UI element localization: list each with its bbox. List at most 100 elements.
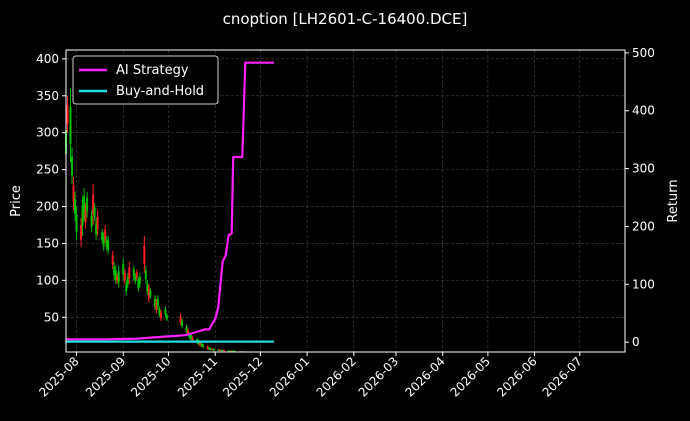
right-tick-label: 400	[632, 104, 655, 118]
left-tick-label: 50	[44, 310, 59, 324]
candle-body	[147, 288, 150, 298]
candle-body	[200, 343, 203, 346]
candle-body	[116, 275, 119, 282]
candle-body	[90, 215, 93, 227]
candle-body	[96, 216, 99, 230]
right-tick-label: 500	[632, 46, 655, 60]
right-tick-label: 100	[632, 277, 655, 291]
candle-body	[123, 272, 126, 281]
candle-body	[111, 255, 114, 265]
legend-label-buy-and-hold: Buy-and-Hold	[116, 84, 204, 99]
candle-body	[155, 302, 158, 310]
candle-body	[128, 267, 131, 279]
series-line-ai-strategy	[66, 61, 274, 341]
left-tick-label: 400	[36, 52, 59, 66]
candle-body	[232, 350, 235, 352]
left-tick-label: 100	[36, 273, 59, 287]
candle-body	[209, 348, 212, 350]
right-tick-label: 300	[632, 162, 655, 176]
candle-body	[81, 205, 84, 226]
return-lines	[66, 61, 274, 343]
candle-body	[95, 223, 98, 235]
candle-body	[144, 270, 147, 280]
left-tick-label: 350	[36, 89, 59, 103]
candle-body	[181, 321, 184, 326]
candle-body	[71, 156, 74, 176]
candlesticks	[65, 88, 245, 353]
candle-body	[149, 290, 152, 297]
candle-body	[217, 349, 220, 351]
candle-body	[158, 308, 161, 315]
candle-body	[84, 209, 87, 223]
candle-body	[105, 239, 108, 248]
left-tick-label: 200	[36, 200, 59, 214]
left-tick-label: 250	[36, 163, 59, 177]
left-axis-ticks: 50 100 150 200 250 300 350 400	[36, 52, 66, 324]
candle-body	[179, 316, 182, 322]
grid	[66, 50, 625, 352]
right-axis-ticks: 0 100 200 300 400 500	[625, 46, 655, 349]
candle-body	[86, 198, 89, 212]
legend: AI Strategy Buy-and-Hold	[72, 55, 219, 105]
left-axis-label: Price	[9, 185, 24, 217]
left-tick-label: 300	[36, 126, 59, 140]
candle-body	[165, 315, 168, 320]
candle-body	[75, 214, 78, 232]
candle-body	[93, 207, 96, 217]
candle-body	[156, 298, 159, 307]
candle-body	[153, 298, 156, 307]
candle-body	[80, 224, 83, 240]
candle-body	[202, 344, 205, 348]
candle-body	[185, 326, 188, 332]
candle-body	[135, 272, 138, 278]
candle-body	[134, 275, 137, 282]
candle-body	[188, 333, 191, 338]
candle-body	[138, 276, 141, 285]
candle-body	[126, 276, 129, 285]
right-tick-label: 0	[632, 335, 640, 349]
candle-body	[212, 349, 215, 351]
candle-body	[143, 245, 146, 264]
candle-body	[218, 349, 221, 351]
candle-body	[159, 312, 162, 319]
candle-body	[117, 271, 120, 283]
candle-body	[122, 263, 125, 275]
candle-body	[92, 194, 95, 215]
candle-body	[104, 229, 107, 239]
plot-frame	[65, 49, 626, 353]
candle-body	[233, 350, 236, 352]
right-axis-label: Return	[666, 179, 681, 222]
candle-body	[137, 280, 140, 288]
candle-body	[227, 350, 230, 352]
candle-body	[187, 330, 190, 334]
candle-body	[221, 350, 224, 352]
candle-body	[102, 236, 105, 247]
candle-body	[83, 196, 86, 213]
candle-body	[230, 350, 233, 352]
candle-body	[74, 199, 77, 214]
candle-body	[125, 284, 128, 292]
legend-box	[72, 55, 219, 105]
candle-body	[69, 106, 72, 144]
candle-body	[107, 240, 110, 250]
candle-body	[164, 308, 167, 315]
candle-body	[223, 350, 226, 352]
legend-label-ai-strategy: AI Strategy	[116, 63, 189, 78]
candle-body	[66, 105, 69, 124]
right-tick-label: 200	[632, 219, 655, 233]
candle-body	[211, 348, 214, 350]
candle-body	[206, 346, 209, 349]
candle-body	[101, 232, 104, 240]
candle-body	[190, 335, 193, 340]
candle-body	[220, 350, 223, 352]
chart-title: cnoption [LH2601-C-16400.DCE]	[223, 10, 468, 28]
candle-body	[114, 270, 117, 280]
candle-body	[208, 347, 211, 350]
candle-body	[229, 350, 232, 352]
candle-body	[191, 337, 194, 342]
candle-body	[132, 269, 135, 277]
left-tick-label: 150	[36, 236, 59, 250]
candle-body	[146, 284, 149, 292]
candle-body	[113, 266, 116, 276]
